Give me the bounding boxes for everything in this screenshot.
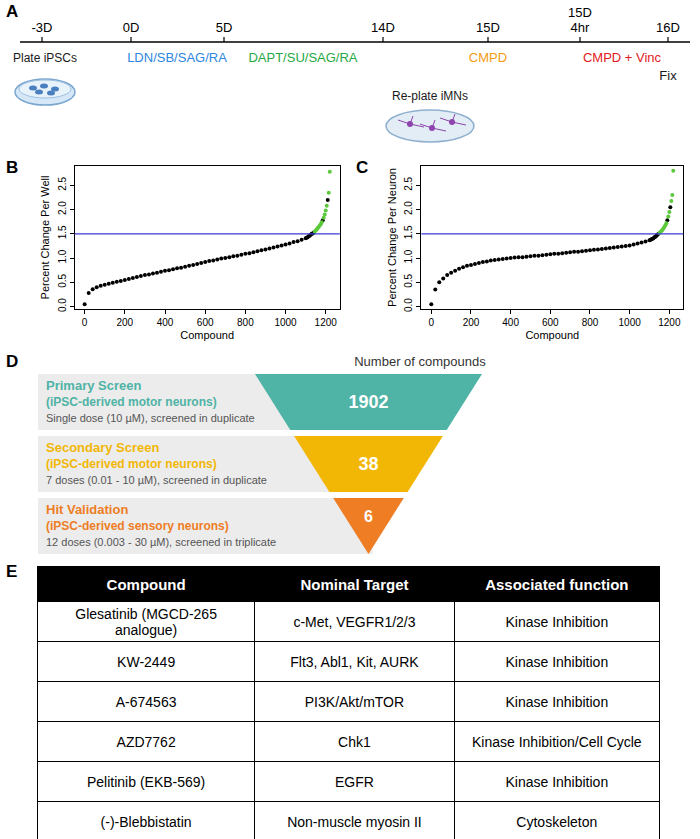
svg-text:0.0: 0.0 [57,298,68,312]
svg-text:Secondary Screen: Secondary Screen [46,440,160,455]
html-text:A: A [6,2,19,21]
svg-text:1200: 1200 [315,317,338,328]
html-text:B: B [6,158,19,177]
svg-text:200: 200 [116,317,133,328]
svg-text:Percent Change Per Well: Percent Change Per Well [39,176,51,300]
svg-text:(iPSC-derived sensory neurons): (iPSC-derived sensory neurons) [46,519,229,533]
svg-text:4hr: 4hr [571,20,590,35]
svg-text:1.5: 1.5 [403,225,414,239]
html-text:AZD7762: AZD7762 [116,733,176,750]
svg-text:0D: 0D [123,20,140,35]
svg-text:1000: 1000 [619,317,642,328]
html-text:A-674563: A-674563 [115,693,177,710]
svg-text:800: 800 [582,317,599,328]
svg-text:600: 600 [197,317,214,328]
svg-text:1000: 1000 [274,317,297,328]
html-text:Associated function: Associated function [485,575,629,593]
html-text:c-Met, VEGFR1/2/3: c-Met, VEGFR1/2/3 [293,613,416,630]
svg-text:DAPT/SU/SAG/RA: DAPT/SU/SAG/RA [248,50,357,65]
svg-text:Fix: Fix [659,68,677,83]
html-text:Nominal Target: Nominal Target [300,575,409,593]
html-text:Flt3, Abl1, Kit, AURK: Flt3, Abl1, Kit, AURK [290,653,419,670]
svg-text:-3D: -3D [32,20,53,35]
html-text:Compound: Compound [106,575,186,593]
svg-text:2.0: 2.0 [57,201,68,215]
html-text:Kinase Inhibition: Kinase Inhibition [505,693,609,710]
html-text:Kinase Inhibition: Kinase Inhibition [505,773,609,790]
svg-text:0: 0 [429,317,435,328]
svg-text:0.5: 0.5 [403,273,414,287]
svg-text:5D: 5D [216,20,233,35]
svg-text:Number of compounds: Number of compounds [354,354,486,369]
svg-text:(iPSC-derived motor neurons): (iPSC-derived motor neurons) [46,395,217,409]
html-text:Non-muscle myosin II: Non-muscle myosin II [287,813,422,830]
svg-text:38: 38 [358,454,378,474]
svg-text:2.5: 2.5 [403,177,414,191]
html-text:Kinase Inhibition: Kinase Inhibition [505,613,609,630]
svg-text:600: 600 [542,317,559,328]
svg-text:1.5: 1.5 [57,225,68,239]
html-text:KW-2449: KW-2449 [117,653,176,670]
svg-text:2.0: 2.0 [403,201,414,215]
svg-text:6: 6 [364,508,373,525]
svg-text:0.5: 0.5 [57,273,68,287]
svg-text:CMPD: CMPD [469,50,507,65]
svg-text:1.0: 1.0 [403,249,414,263]
svg-text:0.0: 0.0 [403,298,414,312]
svg-text:Plate iPSCs: Plate iPSCs [13,51,77,65]
html-text:Glesatinib (MGCD-265 analogue): Glesatinib (MGCD-265 analogue) [75,605,217,638]
svg-text:(iPSC-derived motor neurons): (iPSC-derived motor neurons) [46,457,217,471]
html-text:PI3K/Akt/mTOR: PI3K/Akt/mTOR [304,693,405,710]
svg-text:15D: 15D [568,5,592,20]
html-text:C: C [356,158,369,177]
svg-text:400: 400 [157,317,174,328]
svg-text:CMPD + Vinc: CMPD + Vinc [583,50,662,65]
svg-text:LDN/SB/SAG/RA: LDN/SB/SAG/RA [127,50,227,65]
html-text:(-)-Blebbistatin: (-)-Blebbistatin [100,813,192,830]
html-text:Pelitinib (EKB-569): Pelitinib (EKB-569) [87,773,206,790]
svg-text:Primary Screen: Primary Screen [46,378,141,393]
svg-text:Compound: Compound [180,329,234,341]
svg-text:200: 200 [463,317,480,328]
svg-text:Re-plate iMNs: Re-plate iMNs [392,89,468,103]
html-text:Chk1: Chk1 [338,733,371,750]
svg-text:Hit Validation: Hit Validation [46,502,128,517]
svg-text:12 doses (0.003 - 30 µM), scre: 12 doses (0.003 - 30 µM), screened in tr… [46,536,276,548]
html-text:Cytoskeleton: Cytoskeleton [516,813,598,830]
svg-text:Percent Change Per Neuron: Percent Change Per Neuron [386,168,398,307]
svg-text:800: 800 [237,317,254,328]
svg-text:1902: 1902 [348,392,388,412]
html-text:D: D [6,352,19,371]
svg-text:7 doses (0.01 - 10 µM), screen: 7 doses (0.01 - 10 µM), screened in dupl… [46,474,267,486]
svg-text:14D: 14D [371,20,395,35]
html-text:E: E [6,562,18,581]
svg-text:1200: 1200 [658,317,681,328]
html-text:EGFR: EGFR [335,773,374,790]
svg-text:400: 400 [502,317,519,328]
svg-text:15D: 15D [476,20,500,35]
svg-text:Compound: Compound [525,329,579,341]
html-text:Kinase Inhibition/Cell Cycle: Kinase Inhibition/Cell Cycle [472,733,642,750]
svg-text:Single dose (10 µM), screened: Single dose (10 µM), screened in duplica… [46,412,255,424]
svg-text:0: 0 [82,317,88,328]
svg-text:2.5: 2.5 [57,177,68,191]
svg-text:16D: 16D [656,20,680,35]
svg-text:1.0: 1.0 [57,249,68,263]
html-text:Kinase Inhibition: Kinase Inhibition [505,653,609,670]
